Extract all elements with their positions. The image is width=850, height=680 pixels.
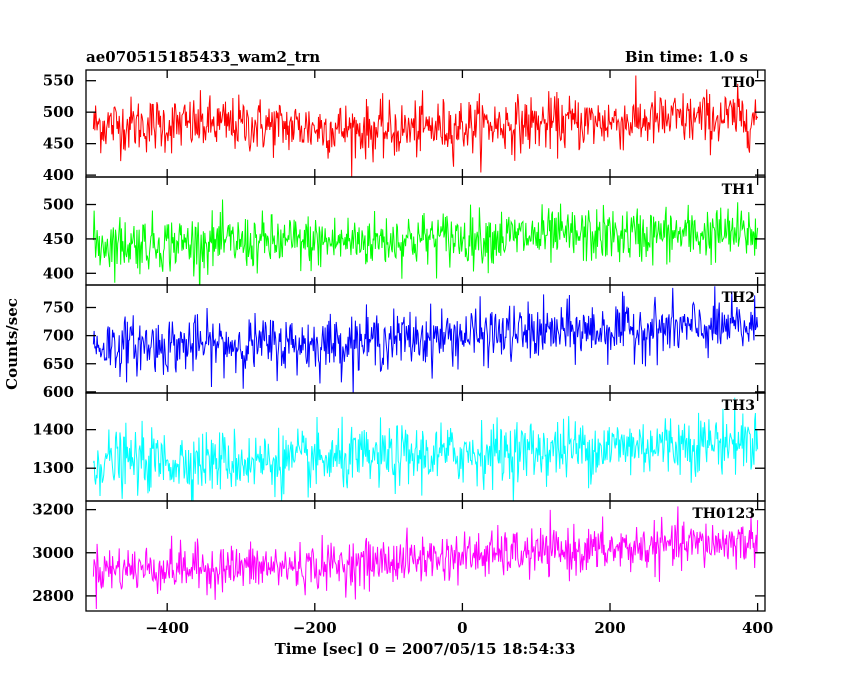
header-source-name: ae070515185433_wam2_trn bbox=[86, 48, 320, 66]
y-tick-label: 400 bbox=[43, 264, 74, 282]
y-tick-label: 500 bbox=[43, 103, 74, 121]
series-line-th3 bbox=[92, 397, 759, 501]
y-tick-label: 550 bbox=[43, 72, 74, 90]
panel-frame bbox=[85, 500, 766, 612]
y-tick-label: 600 bbox=[43, 383, 74, 401]
y-axis-title: Counts/sec bbox=[3, 298, 21, 390]
y-tick-label: 2800 bbox=[32, 587, 74, 605]
y-tick-label: 1300 bbox=[32, 459, 74, 477]
series-line-th0 bbox=[92, 75, 759, 177]
x-tick-label: 0 bbox=[457, 619, 467, 637]
y-tick-label: 450 bbox=[43, 135, 74, 153]
y-tick-label: 3200 bbox=[32, 501, 74, 519]
series-line-th2 bbox=[92, 286, 759, 393]
panel-th0: 400 450 500 550 TH0 bbox=[43, 69, 766, 184]
series-line-th1 bbox=[92, 199, 759, 285]
y-tick-label: 450 bbox=[43, 230, 74, 248]
x-axis: −400 −200 0 200 400 bbox=[145, 619, 773, 637]
panel-th2: 600 650 700 750 TH2 bbox=[43, 284, 766, 401]
panels-group: 400 450 500 550 TH0 400 450 500 TH1 600 650 700 750 T… bbox=[32, 69, 766, 612]
y-tick-label: 750 bbox=[43, 299, 74, 317]
y-tick-label: 700 bbox=[43, 327, 74, 345]
y-tick-label: 1400 bbox=[32, 421, 74, 439]
panel-label: TH1 bbox=[722, 182, 755, 198]
x-axis-title: Time [sec] 0 = 2007/05/15 18:54:33 bbox=[275, 640, 576, 658]
panel-th3: 1300 1400 TH3 bbox=[32, 392, 766, 502]
panel-th1: 400 450 500 TH1 bbox=[43, 176, 766, 286]
panel-label: TH3 bbox=[722, 398, 755, 414]
panel-th0123: 2800 3000 3200 TH0123 bbox=[32, 500, 766, 612]
header-bin-time: Bin time: 1.0 s bbox=[625, 48, 748, 66]
series-line-th0123 bbox=[92, 506, 759, 610]
panel-label: TH2 bbox=[722, 290, 755, 306]
y-tick-label: 3000 bbox=[32, 544, 74, 562]
y-tick-label: 400 bbox=[43, 166, 74, 184]
panel-label: TH0 bbox=[722, 75, 756, 91]
x-tick-label: −200 bbox=[293, 619, 337, 637]
x-tick-label: −400 bbox=[145, 619, 189, 637]
y-tick-label: 650 bbox=[43, 355, 74, 373]
y-tick-label: 500 bbox=[43, 196, 74, 214]
x-tick-label: 400 bbox=[742, 619, 773, 637]
x-tick-label: 200 bbox=[594, 619, 625, 637]
panel-label: TH0123 bbox=[692, 506, 755, 522]
